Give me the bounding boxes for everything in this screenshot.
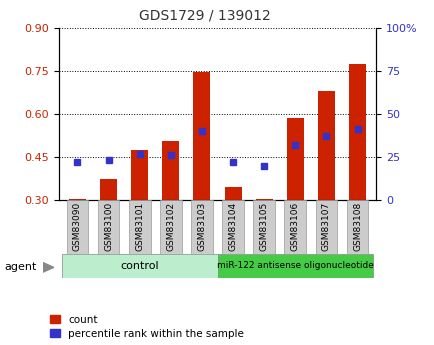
Bar — [69, 199, 86, 200]
Bar — [286, 118, 303, 200]
Text: GDS1729 / 139012: GDS1729 / 139012 — [138, 9, 270, 23]
Text: GSM83103: GSM83103 — [197, 202, 206, 252]
Text: GSM83105: GSM83105 — [259, 202, 268, 252]
Text: GSM83104: GSM83104 — [228, 202, 237, 252]
Bar — [100, 178, 117, 200]
FancyBboxPatch shape — [62, 254, 217, 278]
Text: agent: agent — [4, 263, 36, 272]
Bar — [131, 150, 148, 200]
Bar — [317, 91, 334, 200]
FancyBboxPatch shape — [97, 200, 119, 254]
Text: GSM83101: GSM83101 — [135, 202, 144, 252]
FancyBboxPatch shape — [253, 200, 274, 254]
Text: GSM83106: GSM83106 — [290, 202, 299, 252]
FancyBboxPatch shape — [160, 200, 181, 254]
Text: GSM83090: GSM83090 — [73, 202, 82, 252]
Text: control: control — [120, 261, 158, 270]
Legend: count, percentile rank within the sample: count, percentile rank within the sample — [46, 310, 248, 343]
FancyBboxPatch shape — [284, 200, 306, 254]
FancyBboxPatch shape — [346, 200, 368, 254]
Text: miR-122 antisense oligonucleotide: miR-122 antisense oligonucleotide — [217, 261, 373, 270]
Bar — [255, 199, 272, 200]
FancyBboxPatch shape — [191, 200, 212, 254]
FancyBboxPatch shape — [222, 200, 243, 254]
Polygon shape — [43, 263, 54, 272]
Text: GSM83100: GSM83100 — [104, 202, 113, 252]
Text: GSM83108: GSM83108 — [352, 202, 361, 252]
FancyBboxPatch shape — [217, 254, 372, 278]
Text: GSM83102: GSM83102 — [166, 202, 175, 252]
Bar — [193, 72, 210, 200]
Bar — [224, 187, 241, 200]
FancyBboxPatch shape — [66, 200, 88, 254]
FancyBboxPatch shape — [315, 200, 337, 254]
Bar — [348, 63, 365, 200]
Bar — [162, 141, 179, 200]
Text: GSM83107: GSM83107 — [321, 202, 330, 252]
FancyBboxPatch shape — [128, 200, 150, 254]
